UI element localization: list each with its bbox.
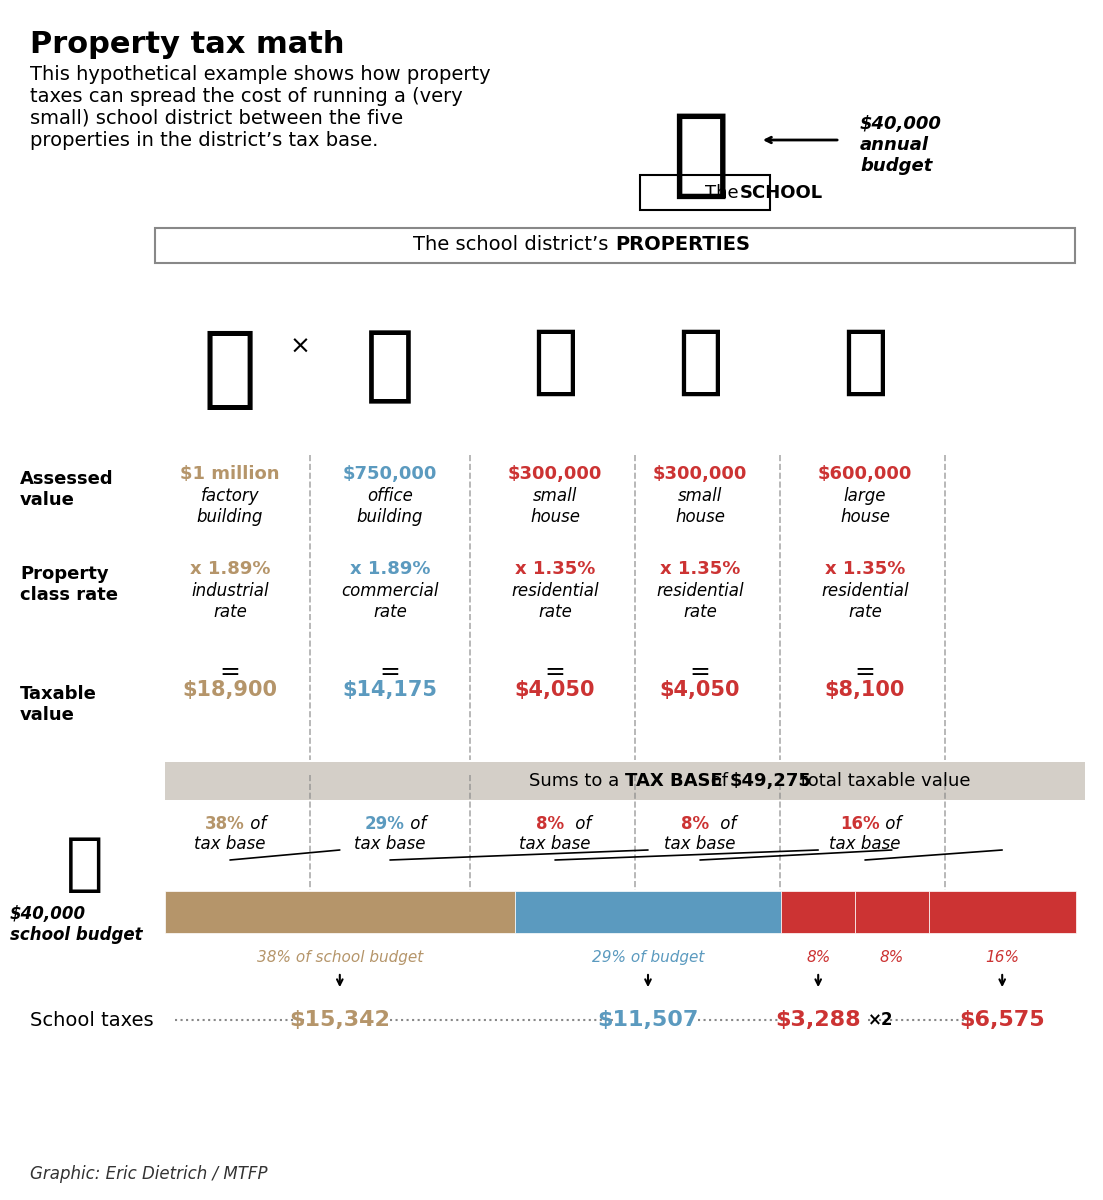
Text: 38%: 38% bbox=[205, 815, 245, 833]
Text: Sums to a: Sums to a bbox=[529, 772, 625, 790]
Text: =: = bbox=[545, 660, 566, 684]
Text: of: of bbox=[570, 815, 591, 833]
Bar bbox=[640, 175, 770, 210]
Text: large
house: large house bbox=[840, 487, 890, 526]
Text: factory
building: factory building bbox=[196, 487, 264, 526]
Text: 38% of school budget: 38% of school budget bbox=[257, 950, 422, 965]
Text: 16%: 16% bbox=[985, 950, 1019, 965]
Text: 8%: 8% bbox=[536, 815, 564, 833]
Text: commercial
rate: commercial rate bbox=[341, 582, 439, 620]
Text: ×2: ×2 bbox=[868, 1010, 893, 1028]
Text: x 1.35%: x 1.35% bbox=[825, 560, 906, 578]
Bar bbox=[781, 890, 855, 934]
Text: 🏠: 🏠 bbox=[842, 325, 888, 398]
Text: =: = bbox=[689, 660, 710, 684]
Text: Property
class rate: Property class rate bbox=[20, 565, 118, 604]
Text: $40,000
school budget: $40,000 school budget bbox=[10, 905, 142, 943]
Text: TAX BASE: TAX BASE bbox=[625, 772, 722, 790]
Text: $600,000: $600,000 bbox=[817, 464, 912, 482]
Text: residential
rate: residential rate bbox=[656, 582, 743, 620]
Text: $1 million: $1 million bbox=[180, 464, 280, 482]
Text: 8%: 8% bbox=[806, 950, 831, 965]
Text: small
house: small house bbox=[675, 487, 725, 526]
Text: $49,275: $49,275 bbox=[730, 772, 812, 790]
Text: of: of bbox=[405, 815, 426, 833]
Text: 🏠: 🏠 bbox=[532, 325, 578, 398]
Bar bbox=[165, 890, 515, 934]
Text: industrial
rate: industrial rate bbox=[191, 582, 269, 620]
Text: Property tax math: Property tax math bbox=[30, 30, 344, 59]
Text: total taxable value: total taxable value bbox=[795, 772, 971, 790]
Text: $4,050: $4,050 bbox=[660, 680, 740, 700]
Text: 🏢: 🏢 bbox=[365, 325, 415, 406]
Text: 🏠: 🏠 bbox=[677, 325, 722, 398]
Text: SCHOOL: SCHOOL bbox=[740, 184, 823, 202]
Text: $300,000: $300,000 bbox=[653, 464, 747, 482]
Text: residential
rate: residential rate bbox=[511, 582, 599, 620]
Text: =: = bbox=[379, 660, 400, 684]
Text: of: of bbox=[245, 815, 266, 833]
Text: $15,342: $15,342 bbox=[289, 1010, 390, 1030]
Text: $14,175: $14,175 bbox=[343, 680, 438, 700]
Text: x 1.35%: x 1.35% bbox=[515, 560, 596, 578]
Text: 🏭: 🏭 bbox=[203, 325, 257, 413]
Bar bbox=[855, 890, 929, 934]
Text: 29% of budget: 29% of budget bbox=[592, 950, 704, 965]
Text: x 1.89%: x 1.89% bbox=[190, 560, 270, 578]
Text: 8%: 8% bbox=[880, 950, 904, 965]
Text: This hypothetical example shows how property
taxes can spread the cost of runnin: This hypothetical example shows how prop… bbox=[30, 65, 491, 150]
Text: of: of bbox=[705, 772, 733, 790]
Text: 🏫: 🏫 bbox=[671, 108, 729, 202]
Text: PROPERTIES: PROPERTIES bbox=[615, 235, 750, 254]
Text: Assessed
value: Assessed value bbox=[20, 470, 114, 509]
Text: residential
rate: residential rate bbox=[822, 582, 909, 620]
Text: of: of bbox=[715, 815, 736, 833]
Text: tax base: tax base bbox=[664, 835, 736, 853]
Text: small
house: small house bbox=[531, 487, 580, 526]
Text: Taxable
value: Taxable value bbox=[20, 685, 97, 724]
Bar bbox=[156, 228, 1075, 263]
Text: $11,507: $11,507 bbox=[598, 1010, 698, 1030]
Text: $18,900: $18,900 bbox=[182, 680, 278, 700]
Text: Graphic: Eric Dietrich / MTFP: Graphic: Eric Dietrich / MTFP bbox=[30, 1165, 268, 1183]
Text: $750,000: $750,000 bbox=[343, 464, 437, 482]
Text: $40,000
annual
budget: $40,000 annual budget bbox=[860, 115, 942, 174]
Text: tax base: tax base bbox=[520, 835, 591, 853]
Text: 🏫: 🏫 bbox=[66, 835, 104, 895]
Text: $4,050: $4,050 bbox=[515, 680, 596, 700]
Text: $3,288: $3,288 bbox=[775, 1010, 861, 1030]
Text: tax base: tax base bbox=[829, 835, 901, 853]
Text: office
building: office building bbox=[356, 487, 424, 526]
Text: The: The bbox=[705, 184, 745, 202]
Text: $300,000: $300,000 bbox=[507, 464, 602, 482]
Text: 29%: 29% bbox=[365, 815, 405, 833]
Bar bbox=[515, 890, 781, 934]
Bar bbox=[929, 890, 1075, 934]
Text: of: of bbox=[880, 815, 901, 833]
Text: =: = bbox=[855, 660, 876, 684]
Text: x 1.89%: x 1.89% bbox=[350, 560, 430, 578]
Text: The school district’s: The school district’s bbox=[414, 235, 615, 254]
Text: tax base: tax base bbox=[354, 835, 426, 853]
Text: $8,100: $8,100 bbox=[825, 680, 906, 700]
Text: 8%: 8% bbox=[681, 815, 709, 833]
Text: x 1.35%: x 1.35% bbox=[660, 560, 740, 578]
Text: 16%: 16% bbox=[840, 815, 880, 833]
Text: School taxes: School taxes bbox=[30, 1010, 153, 1030]
Text: ×: × bbox=[289, 335, 311, 359]
Text: tax base: tax base bbox=[194, 835, 266, 853]
Text: =: = bbox=[219, 660, 240, 684]
Text: $6,575: $6,575 bbox=[960, 1010, 1045, 1030]
Bar bbox=[165, 762, 1085, 800]
